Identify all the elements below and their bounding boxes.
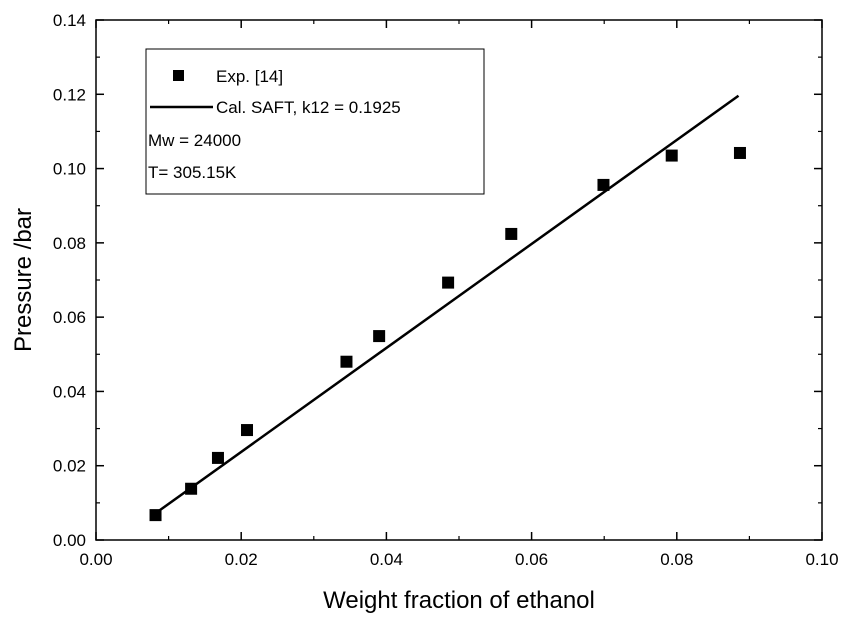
x-tick-label: 0.04 — [370, 550, 403, 569]
experimental-point — [665, 149, 678, 162]
x-axis-title: Weight fraction of ethanol — [323, 587, 595, 614]
experimental-point — [733, 146, 746, 159]
x-tick-label: 0.08 — [660, 550, 693, 569]
y-tick-label: 0.00 — [53, 531, 86, 550]
y-tick-label: 0.06 — [53, 308, 86, 327]
y-tick-label: 0.10 — [53, 160, 86, 179]
legend-label-exp: Exp. [14] — [216, 67, 283, 86]
legend-marker-exp — [173, 70, 184, 81]
experimental-point — [241, 424, 254, 437]
experimental-point — [149, 509, 162, 522]
y-tick-label: 0.02 — [53, 457, 86, 476]
y-axis-title: Pressure /bar — [10, 208, 37, 352]
y-tick-label: 0.08 — [53, 234, 86, 253]
data-layer — [149, 94, 746, 522]
legend-annotation-temperature: T= 305.15K — [148, 163, 237, 182]
saft-calculation-line — [154, 94, 740, 515]
legend-label-saft: Cal. SAFT, k12 = 0.1925 — [216, 98, 401, 117]
experimental-point — [442, 276, 455, 289]
legend-annotation-mw: Mw = 24000 — [148, 131, 241, 150]
y-tick-label: 0.12 — [53, 85, 86, 104]
experimental-point — [211, 451, 224, 464]
experimental-point — [505, 227, 518, 240]
axis-ticks: 0.00 0.02 0.04 0.06 0.08 0.10 0.00 0.02 0.04 0.06… — [53, 11, 839, 569]
x-tick-label: 0.02 — [225, 550, 258, 569]
experimental-point — [597, 178, 610, 191]
y-tick-label: 0.04 — [53, 382, 86, 401]
experimental-point — [340, 355, 353, 368]
legend: Exp. [14] Cal. SAFT, k12 = 0.1925 Mw = 2… — [145, 48, 485, 195]
x-tick-label: 0.06 — [515, 550, 548, 569]
x-tick-label: 0.00 — [79, 550, 112, 569]
experimental-point — [373, 330, 386, 343]
x-tick-label: 0.10 — [805, 550, 838, 569]
legend-frame — [145, 48, 485, 195]
y-tick-label: 0.14 — [53, 11, 86, 30]
